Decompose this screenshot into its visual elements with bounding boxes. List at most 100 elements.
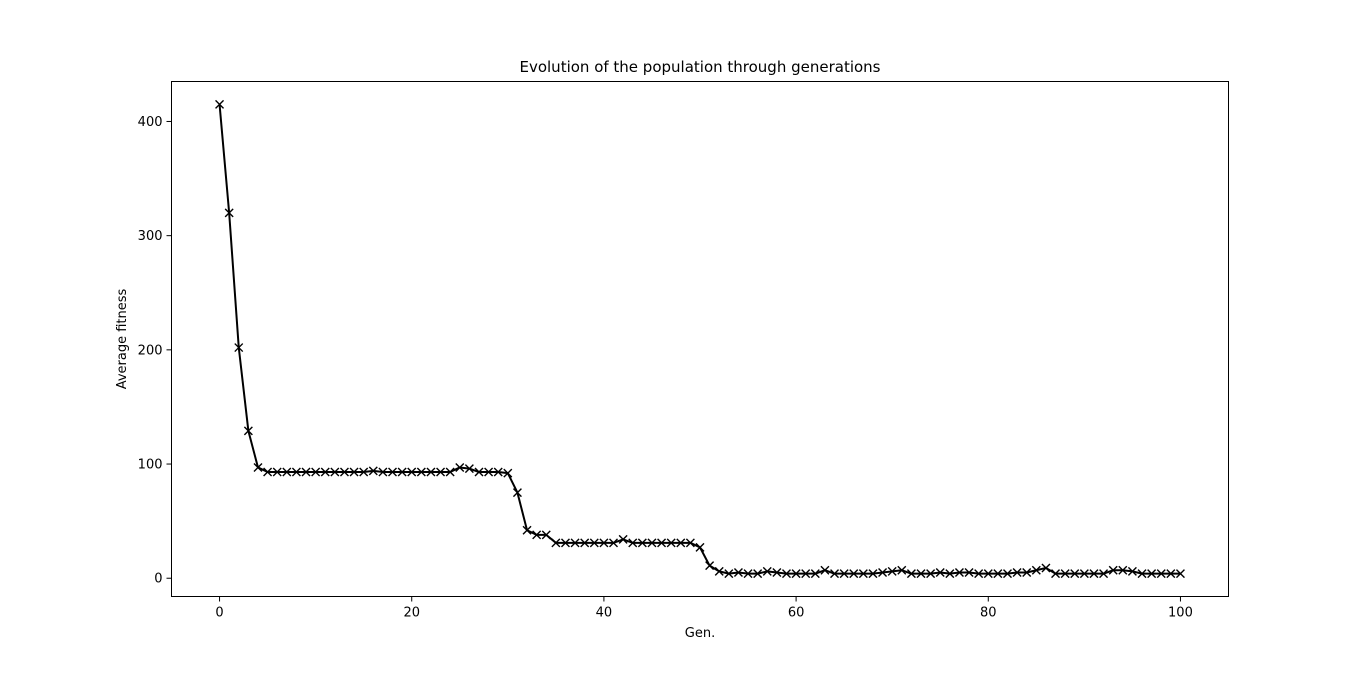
data-point-marker <box>705 561 715 571</box>
data-point-marker <box>676 538 686 548</box>
data-point-marker <box>320 467 330 477</box>
data-point-marker <box>1108 565 1118 575</box>
data-point-marker <box>647 538 657 548</box>
data-point-marker <box>637 538 647 548</box>
data-point-marker <box>714 566 724 576</box>
data-point-marker <box>743 569 753 579</box>
data-point-marker <box>484 467 494 477</box>
data-point-marker <box>224 208 234 218</box>
data-point-marker <box>1022 568 1032 578</box>
data-point-marker <box>388 467 398 477</box>
x-tick-label: 100 <box>1168 606 1193 621</box>
data-point-marker <box>887 566 897 576</box>
x-axis-label: Gen. <box>685 626 715 641</box>
data-point-marker <box>858 569 868 579</box>
data-point-marker <box>897 565 907 575</box>
data-point-marker <box>551 538 561 548</box>
data-point-marker <box>349 467 359 477</box>
data-point-marker <box>522 525 532 535</box>
data-point-marker <box>801 569 811 579</box>
data-point-marker <box>839 569 849 579</box>
data-point-marker <box>1099 569 1109 579</box>
x-tick-label: 0 <box>215 606 223 621</box>
x-tick-label: 20 <box>403 606 420 621</box>
data-point-marker <box>628 538 638 548</box>
data-point-marker <box>493 467 503 477</box>
data-point-marker <box>330 467 340 477</box>
data-point-marker <box>1031 565 1041 575</box>
data-point-marker <box>685 538 695 548</box>
data-point-marker <box>474 467 484 477</box>
data-point-marker <box>436 467 446 477</box>
data-point-marker <box>954 568 964 578</box>
x-axis: 0 20 40 60 80 100 <box>215 596 1193 621</box>
data-point-marker <box>993 569 1003 579</box>
data-point-marker <box>234 343 244 353</box>
data-point-marker <box>512 488 522 498</box>
data-point-marker <box>983 569 993 579</box>
data-point-marker <box>599 538 609 548</box>
data-point-marker <box>272 467 282 477</box>
data-point-marker <box>570 538 580 548</box>
y-axis-label: Average fitness <box>115 288 130 389</box>
data-point-marker <box>301 467 311 477</box>
data-point-marker <box>1060 569 1070 579</box>
data-point-marker <box>1012 568 1022 578</box>
data-point-marker <box>964 568 974 578</box>
data-point-marker <box>1147 569 1157 579</box>
data-point-marker <box>974 569 984 579</box>
data-point-marker <box>455 462 465 472</box>
data-point-marker <box>378 467 388 477</box>
data-point-marker <box>618 534 628 544</box>
data-point-marker <box>532 530 542 540</box>
data-point-marker <box>580 538 590 548</box>
data-point-marker <box>791 569 801 579</box>
data-point-marker <box>407 467 417 477</box>
data-point-marker <box>1127 566 1137 576</box>
data-point-marker <box>368 466 378 476</box>
data-point-marker <box>503 468 513 478</box>
data-point-marker <box>724 569 734 579</box>
y-tick-label: 0 <box>154 572 162 587</box>
data-point-marker <box>781 569 791 579</box>
data-markers <box>215 99 1185 579</box>
data-point-marker <box>666 538 676 548</box>
data-point-marker <box>445 467 455 477</box>
y-axis: 0 100 200 300 400 <box>138 115 172 587</box>
data-point-marker <box>1175 569 1185 579</box>
data-point-marker <box>359 467 369 477</box>
y-tick-label: 400 <box>138 115 163 130</box>
data-point-marker <box>253 462 263 472</box>
data-point-marker <box>1166 569 1176 579</box>
data-point-marker <box>282 467 292 477</box>
x-tick-label: 60 <box>788 606 805 621</box>
data-point-marker <box>426 467 436 477</box>
data-point-marker <box>657 538 667 548</box>
data-point-marker <box>397 467 407 477</box>
data-point-marker <box>339 467 349 477</box>
data-point-marker <box>609 538 619 548</box>
data-point-marker <box>810 569 820 579</box>
data-point-marker <box>820 565 830 575</box>
data-point-marker <box>762 566 772 576</box>
data-point-marker <box>1070 569 1080 579</box>
data-point-marker <box>772 568 782 578</box>
x-tick-label: 80 <box>980 606 997 621</box>
data-point-marker <box>878 568 888 578</box>
x-tick-label: 40 <box>596 606 613 621</box>
data-point-marker <box>1089 569 1099 579</box>
data-point-marker <box>243 426 253 436</box>
y-tick-label: 300 <box>138 229 163 244</box>
data-point-marker <box>945 569 955 579</box>
data-point-marker <box>1156 569 1166 579</box>
data-point-marker <box>263 467 273 477</box>
data-point-marker <box>926 569 936 579</box>
data-point-marker <box>560 538 570 548</box>
data-point-marker <box>1079 569 1089 579</box>
data-point-marker <box>1137 569 1147 579</box>
data-point-marker <box>916 569 926 579</box>
data-point-marker <box>830 569 840 579</box>
